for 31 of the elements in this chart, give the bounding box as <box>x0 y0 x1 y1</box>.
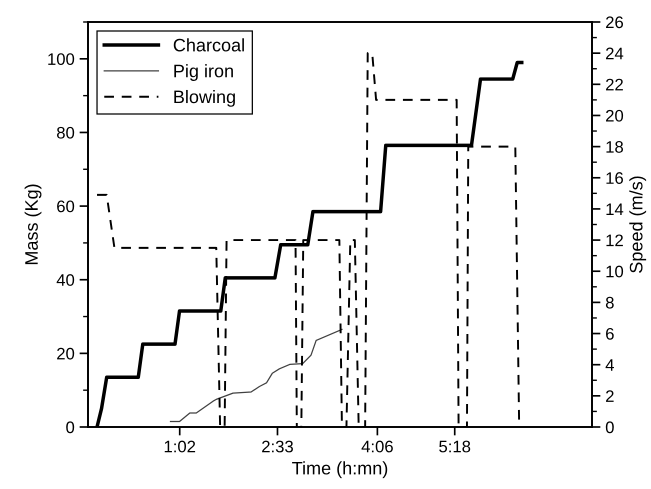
y2-tick-label: 4 <box>606 359 614 371</box>
x-tick-label: 1:02 <box>164 440 196 452</box>
y2-tick-label: 20 <box>606 110 624 122</box>
x-tick-label: 5:18 <box>439 440 470 452</box>
x-axis-title: Time (h:mn) <box>292 461 388 478</box>
y-axis-title: Mass (Kg) <box>24 184 42 264</box>
y2-tick-label: 14 <box>606 203 624 215</box>
y-tick-label: 100 <box>48 53 74 66</box>
y-tick-label: 20 <box>57 348 74 360</box>
legend-label: Charcoal <box>174 38 244 52</box>
y2-tick-label: 26 <box>606 16 623 28</box>
y2-tick-label: 18 <box>606 141 624 153</box>
legend-label: Blowing <box>174 90 235 107</box>
y-tick-label: 0 <box>66 421 74 434</box>
y2-tick-label: 16 <box>606 172 623 184</box>
y2-tick-label: 24 <box>606 48 624 60</box>
y-tick-label: 80 <box>56 126 74 139</box>
x-tick-label: 2:33 <box>262 440 293 452</box>
y2-tick-label: 8 <box>606 296 614 309</box>
y-tick-label: 40 <box>56 274 74 286</box>
y2-tick-label: 12 <box>606 234 623 246</box>
y2-tick-label: 22 <box>606 78 623 90</box>
y2-tick-label: 2 <box>606 390 614 402</box>
y-tick-label: 60 <box>57 200 74 212</box>
y2-tick-label: 6 <box>606 328 614 340</box>
x-tick-label: 4:06 <box>362 440 393 452</box>
y2-axis-title: Speed (m/s) <box>629 176 646 273</box>
line-series <box>170 328 343 422</box>
y2-tick-label: 0 <box>606 421 614 434</box>
legend-label: Pig iron <box>174 64 233 81</box>
y2-tick-label: 10 <box>606 266 624 278</box>
